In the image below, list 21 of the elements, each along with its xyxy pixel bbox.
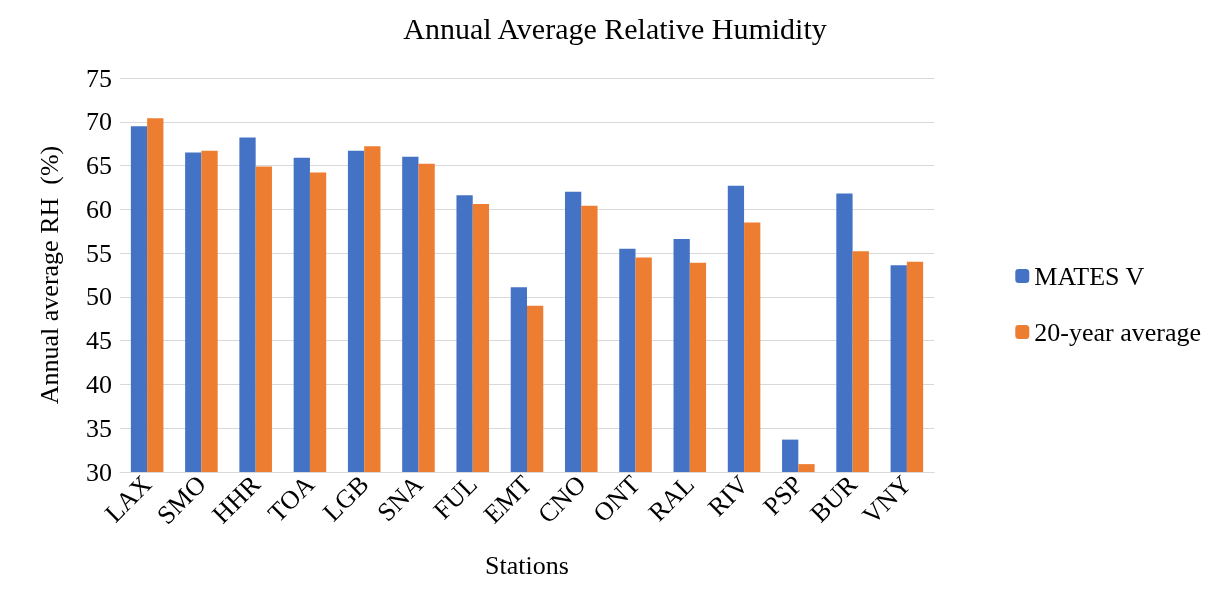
y-tick-label: 65 xyxy=(86,151,112,181)
x-tick-label: CNO xyxy=(532,469,592,530)
x-tick-label: PSP xyxy=(757,469,809,521)
y-tick-label: 50 xyxy=(86,282,112,312)
legend-label: 20-year average xyxy=(1034,317,1201,347)
x-tick-label: RIV xyxy=(702,469,755,522)
x-axis-title: Stations xyxy=(485,550,569,580)
y-tick-label: 45 xyxy=(86,326,112,356)
x-tick-label: FUL xyxy=(427,469,483,525)
chart-title: Annual Average Relative Humidity xyxy=(403,11,827,45)
y-axis-title: Annual average RH (%) xyxy=(34,145,64,405)
y-tick-label: 55 xyxy=(86,238,112,268)
x-tick-label: TOA xyxy=(262,469,321,528)
y-tick-label: 70 xyxy=(86,107,112,137)
y-tick-label: 35 xyxy=(86,413,112,443)
y-tick-label: 60 xyxy=(86,194,112,224)
x-tick-label: RAL xyxy=(642,469,701,528)
y-tick-label: 75 xyxy=(86,63,112,93)
y-tick-label: 40 xyxy=(86,369,112,399)
x-tick-label: SNA xyxy=(371,469,429,528)
legend-label: MATES V xyxy=(1034,261,1145,291)
